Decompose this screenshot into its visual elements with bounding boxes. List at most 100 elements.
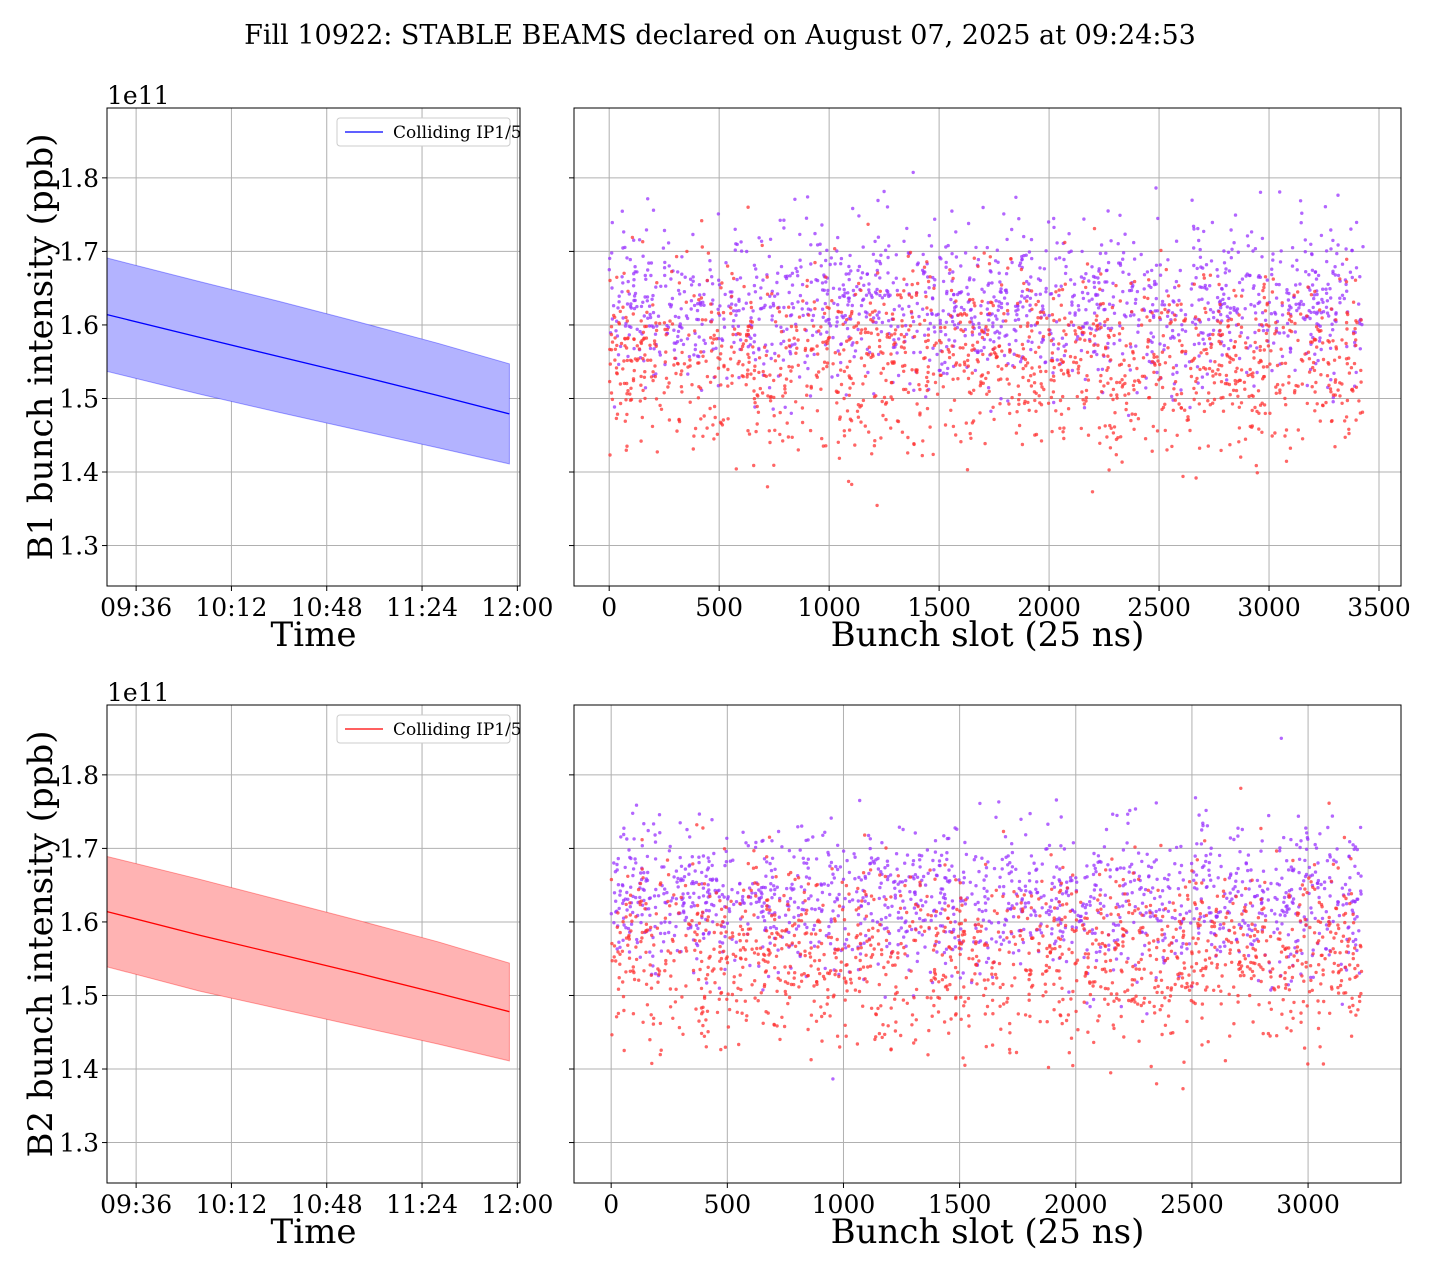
scatter-point bbox=[879, 371, 883, 375]
scatter-point bbox=[695, 308, 700, 313]
scatter-point bbox=[1099, 911, 1103, 916]
scatter-point bbox=[1029, 237, 1034, 242]
scatter-point bbox=[1007, 382, 1011, 386]
scatter-point bbox=[776, 948, 780, 952]
scatter-point bbox=[861, 382, 865, 386]
scatter-point bbox=[1305, 401, 1310, 406]
scatter-point bbox=[1152, 370, 1156, 374]
scatter-point bbox=[931, 372, 936, 376]
scatter-point bbox=[919, 908, 923, 912]
scatter-point bbox=[1074, 332, 1078, 336]
scatter-point bbox=[1106, 933, 1111, 937]
scatter-point bbox=[924, 395, 928, 399]
scatter-point bbox=[1073, 329, 1077, 333]
scatter-point bbox=[1159, 248, 1163, 253]
scatter-point bbox=[1344, 950, 1349, 954]
scatter-point bbox=[1177, 298, 1181, 303]
scatter-point bbox=[877, 316, 881, 320]
scatter-point bbox=[1236, 866, 1240, 871]
scatter-point bbox=[1240, 277, 1245, 281]
scatter-point bbox=[985, 889, 989, 893]
x-tick-label: 09:36 bbox=[100, 1190, 172, 1219]
scatter-point bbox=[676, 334, 680, 339]
scatter-point bbox=[1357, 302, 1361, 306]
scatter-point bbox=[608, 347, 612, 352]
scatter-point bbox=[868, 301, 873, 305]
scatter-point bbox=[777, 310, 782, 314]
scatter-point bbox=[689, 307, 693, 311]
scatter-point bbox=[902, 277, 906, 281]
scatter-point bbox=[895, 288, 899, 293]
scatter-point bbox=[1074, 926, 1079, 930]
scatter-point bbox=[1233, 885, 1237, 889]
scatter-point bbox=[821, 833, 825, 837]
scatter-point bbox=[1258, 348, 1262, 352]
scatter-point bbox=[1017, 217, 1021, 221]
scatter-point bbox=[1205, 351, 1209, 356]
scatter-point bbox=[1160, 990, 1164, 995]
scatter-point bbox=[1252, 974, 1256, 978]
scatter-point bbox=[1236, 379, 1240, 384]
scatter-point bbox=[619, 341, 624, 346]
scatter-point bbox=[1233, 382, 1238, 386]
scatter-point bbox=[918, 865, 922, 869]
scatter-point bbox=[1128, 342, 1133, 346]
scatter-point bbox=[685, 316, 690, 321]
scatter-point bbox=[1316, 861, 1320, 865]
scatter-point bbox=[790, 271, 795, 275]
scatter-point bbox=[1224, 373, 1229, 378]
scatter-point bbox=[906, 390, 911, 395]
scatter-point bbox=[1133, 1000, 1137, 1004]
scatter-point bbox=[1088, 900, 1092, 904]
scatter-point bbox=[858, 405, 862, 409]
scatter-point bbox=[1104, 827, 1109, 832]
scatter-point bbox=[682, 362, 687, 366]
x-tick-label: 2500 bbox=[1160, 1190, 1224, 1219]
scatter-point bbox=[664, 958, 668, 963]
scatter-point bbox=[622, 923, 626, 927]
scatter-point bbox=[724, 860, 729, 864]
scatter-point bbox=[910, 1013, 915, 1017]
scatter-point bbox=[875, 503, 879, 508]
scatter-point bbox=[855, 284, 859, 289]
scatter-point bbox=[1028, 931, 1033, 935]
scatter-point bbox=[1174, 363, 1179, 368]
scatter-point bbox=[1222, 343, 1226, 348]
scatter-point bbox=[634, 915, 638, 919]
scatter-point bbox=[800, 420, 805, 425]
scatter-point bbox=[1232, 1022, 1236, 1026]
scatter-point bbox=[765, 907, 769, 911]
scatter-point bbox=[663, 969, 667, 973]
scatter-point bbox=[839, 256, 844, 261]
scatter-point bbox=[1060, 934, 1065, 938]
scatter-point bbox=[1354, 418, 1358, 422]
scatter-point bbox=[1023, 905, 1027, 909]
scatter-point bbox=[984, 1044, 988, 1049]
scatter-point bbox=[741, 374, 745, 379]
scatter-point bbox=[674, 371, 678, 376]
scatter-point bbox=[918, 413, 922, 417]
scatter-point bbox=[1348, 876, 1352, 880]
scatter-point bbox=[726, 367, 730, 372]
scatter-point bbox=[1326, 282, 1330, 286]
scatter-point bbox=[1344, 282, 1348, 287]
scatter-point bbox=[1082, 276, 1086, 281]
scatter-point bbox=[1327, 923, 1331, 928]
scatter-point bbox=[1302, 928, 1306, 932]
scatter-point bbox=[1225, 911, 1230, 915]
scatter-point bbox=[1097, 872, 1102, 877]
scatter-point bbox=[1309, 293, 1314, 297]
scatter-point bbox=[787, 290, 791, 295]
scatter-point bbox=[1052, 225, 1056, 230]
scatter-point bbox=[749, 326, 754, 330]
scatter-point bbox=[1093, 965, 1098, 970]
scatter-point bbox=[832, 876, 836, 880]
scatter-point bbox=[829, 816, 833, 820]
scatter-point bbox=[764, 353, 768, 358]
scatter-point bbox=[681, 904, 685, 908]
scatter-point bbox=[1296, 290, 1300, 294]
scatter-point bbox=[1114, 957, 1119, 961]
scatter-point bbox=[932, 909, 936, 913]
scatter-point bbox=[964, 421, 968, 425]
scatter-point bbox=[1019, 267, 1024, 272]
